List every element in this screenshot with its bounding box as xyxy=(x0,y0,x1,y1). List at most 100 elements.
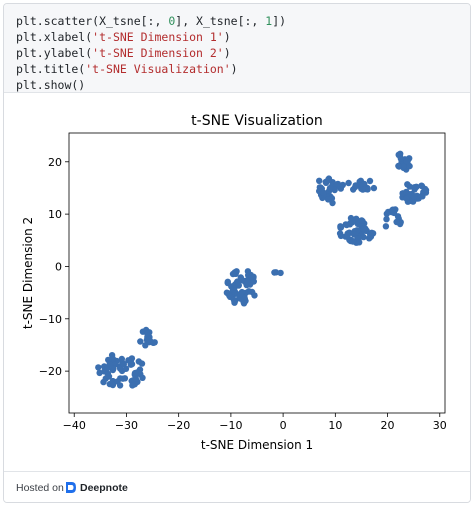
code-block[interactable]: plt.scatter(X_tsne[:, 0], X_tsne[:, 1]) … xyxy=(4,4,470,93)
scatter-point xyxy=(106,361,113,368)
scatter-point xyxy=(419,193,426,200)
scatter-point xyxy=(383,216,390,223)
scatter-point xyxy=(404,181,411,188)
code-token: plt.scatter(X_tsne[:, xyxy=(16,14,169,28)
x-tick-label: −20 xyxy=(167,419,190,432)
scatter-point xyxy=(316,177,323,184)
scatter-point xyxy=(382,223,390,230)
scatter-point xyxy=(105,373,113,380)
scatter-point xyxy=(336,230,344,237)
code-token: ) xyxy=(223,30,231,44)
scatter-point xyxy=(129,382,136,389)
scatter-point xyxy=(240,300,248,307)
scatter-point xyxy=(120,360,128,368)
code-line-3: plt.ylabel('t-SNE Dimension 2') xyxy=(16,46,231,60)
scatter-point xyxy=(345,179,352,187)
scatter-point xyxy=(403,158,411,165)
scatter-point xyxy=(352,182,359,189)
x-axis: −40 −30 −20 −10 0 10 20 30 xyxy=(63,413,447,432)
y-tick-label: 10 xyxy=(48,208,62,221)
scatter-point xyxy=(144,330,151,337)
code-token: plt.xlabel( xyxy=(16,30,93,44)
scatter-point xyxy=(250,274,257,281)
x-tick-label: −40 xyxy=(63,419,86,432)
scatter-point xyxy=(118,355,126,363)
scatter-point xyxy=(237,295,244,302)
scatter-point xyxy=(244,278,251,285)
scatter-point xyxy=(326,185,334,192)
x-tick-label: 0 xyxy=(280,419,287,432)
scatter-chart: t-SNE Visualization −40 −30 −20 −10 0 10 20 30 … xyxy=(21,113,447,452)
scatter-point xyxy=(349,238,357,245)
cell-output: t-SNE Visualization −40 −30 −20 −10 0 10 20 30 … xyxy=(4,93,470,469)
deepnote-link[interactable]: Deepnote xyxy=(80,482,128,494)
scatter-point xyxy=(360,225,367,232)
code-token: ) xyxy=(223,46,231,60)
scatter-point xyxy=(324,196,332,203)
y-tick-label: 0 xyxy=(55,260,62,273)
scatter-point xyxy=(359,181,367,189)
code-number: 1 xyxy=(265,14,273,28)
scatter-point xyxy=(397,155,405,162)
scatter-point xyxy=(366,177,374,185)
plot-area xyxy=(68,132,446,414)
scatter-point xyxy=(395,162,402,170)
scatter-point xyxy=(366,235,373,242)
chart-title: t-SNE Visualization xyxy=(191,113,323,129)
scatter-point xyxy=(364,186,371,193)
scatter-point xyxy=(138,360,146,367)
y-tick-label: −10 xyxy=(39,313,62,326)
scatter-point xyxy=(343,221,350,229)
scatter-point xyxy=(348,217,356,224)
scatter-point xyxy=(406,162,413,170)
scatter-point xyxy=(344,232,351,239)
hosted-on-label: Hosted on xyxy=(16,482,64,494)
scatter-point xyxy=(229,270,237,278)
scatter-points xyxy=(95,150,430,389)
scatter-point xyxy=(410,193,418,200)
scatter-point xyxy=(244,268,252,275)
code-token: plt.ylabel( xyxy=(16,46,93,60)
y-tick-label: −20 xyxy=(39,365,62,378)
scatter-point xyxy=(413,183,420,190)
scatter-point xyxy=(418,182,425,189)
scatter-point xyxy=(245,288,252,295)
notebook-cell: plt.scatter(X_tsne[:, 0], X_tsne[:, 1]) … xyxy=(3,3,471,503)
scatter-point xyxy=(119,375,127,382)
x-tick-label: 30 xyxy=(433,419,447,432)
scatter-point xyxy=(359,186,366,193)
code-number: 0 xyxy=(168,14,176,28)
scatter-point xyxy=(237,291,244,298)
scatter-point xyxy=(329,199,336,207)
code-line-4: plt.title('t-SNE Visualization') xyxy=(16,62,238,76)
scatter-point xyxy=(360,233,367,241)
scatter-point xyxy=(337,224,345,231)
code-token: ]) xyxy=(272,14,287,28)
scatter-point xyxy=(339,181,346,189)
y-tick-label: 20 xyxy=(48,156,62,169)
scatter-point xyxy=(146,338,153,346)
y-axis-label: t-SNE Dimension 2 xyxy=(21,217,35,329)
x-tick-label: −30 xyxy=(115,419,138,432)
code-token: ], X_tsne[:, xyxy=(175,14,266,28)
scatter-point xyxy=(400,163,407,170)
x-tick-label: −10 xyxy=(219,419,242,432)
scatter-point xyxy=(128,360,136,368)
scatter-point xyxy=(393,218,400,226)
scatter-point xyxy=(116,382,124,389)
code-line-1: plt.scatter(X_tsne[:, 0], X_tsne[:, 1]) xyxy=(16,14,286,28)
y-axis: −20 −10 0 10 20 xyxy=(39,156,69,378)
scatter-point xyxy=(370,184,378,192)
code-string: 't-SNE Visualization' xyxy=(85,62,231,76)
scatter-point xyxy=(109,381,117,389)
x-tick-label: 10 xyxy=(328,419,342,432)
deepnote-logo-icon[interactable] xyxy=(64,481,77,494)
scatter-point xyxy=(322,179,330,186)
scatter-point xyxy=(277,269,284,277)
code-line-2: plt.xlabel('t-SNE Dimension 1') xyxy=(16,30,231,44)
scatter-point xyxy=(383,210,390,217)
scatter-point xyxy=(358,217,365,224)
scatter-point xyxy=(131,369,139,377)
code-token: ) xyxy=(230,62,238,76)
scatter-point xyxy=(271,269,278,276)
